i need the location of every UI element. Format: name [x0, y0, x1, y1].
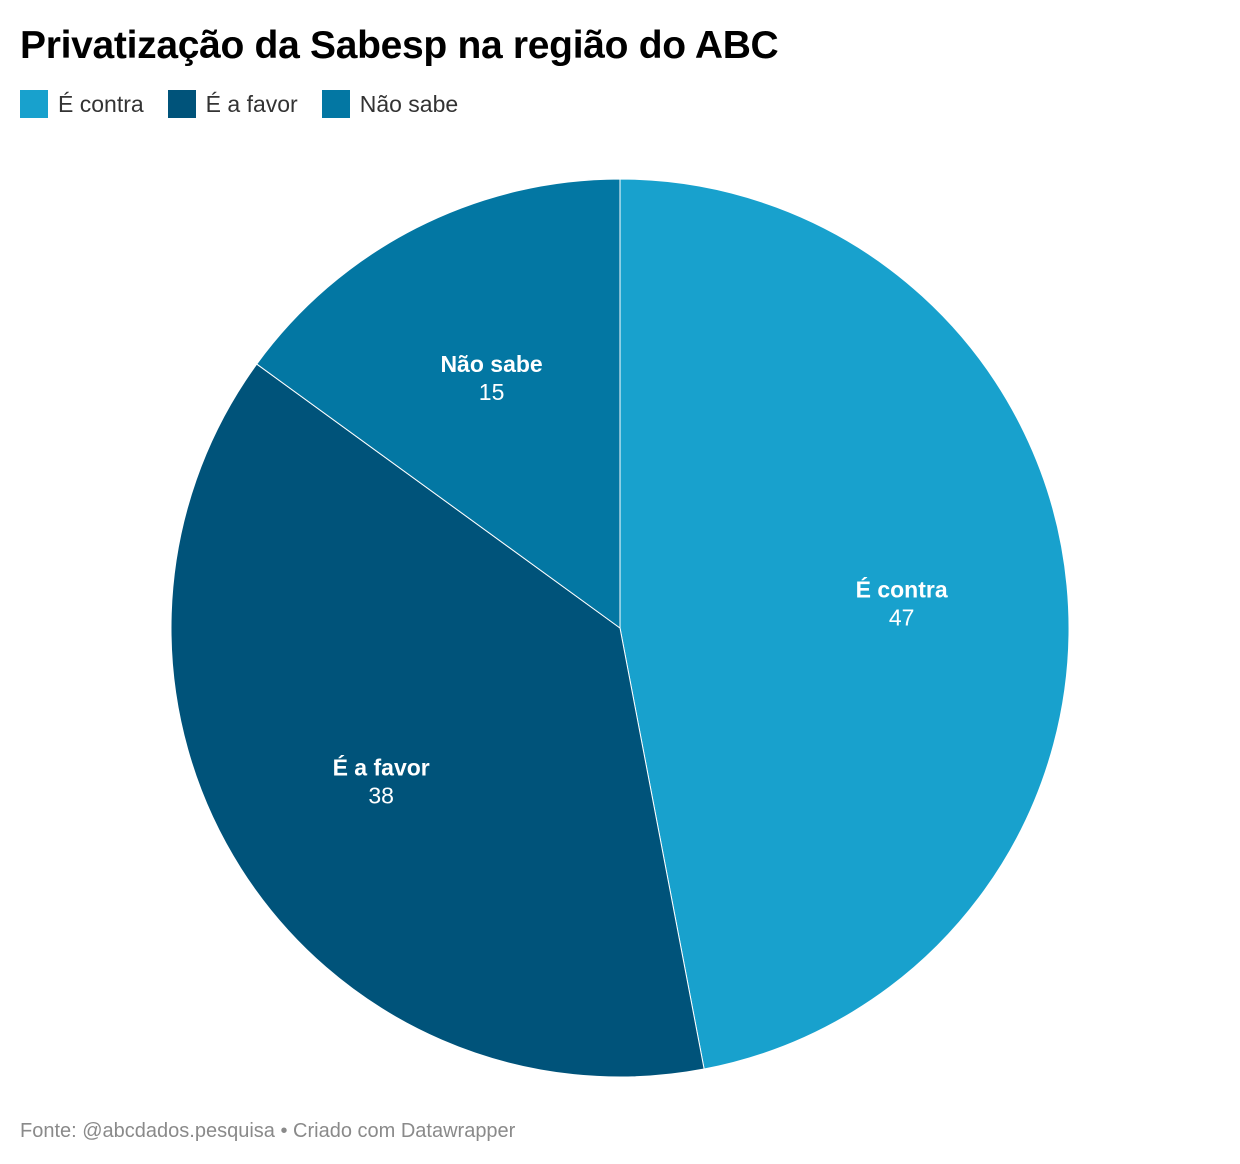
legend-item-e-a-favor: É a favor — [167, 88, 298, 120]
slice-value-e-contra: 47 — [889, 604, 915, 630]
slice-label-e-a-favor: É a favor — [333, 754, 430, 781]
legend-swatch-e-contra — [20, 90, 48, 118]
slice-value-e-a-favor: 38 — [368, 783, 394, 809]
legend-swatch-e-a-favor — [167, 90, 196, 118]
legend-swatch-nao-sabe — [321, 90, 350, 118]
legend-item-nao-sabe: Não sabe — [321, 88, 459, 120]
pie-slice-nao-sabe — [256, 178, 621, 629]
pie-slice-e-contra — [619, 178, 1070, 1070]
chart-legend: É contra É a favor Não sabe — [20, 88, 482, 120]
source-footer: Fonte: @abcdados.pesquisa • Criado com D… — [20, 1120, 516, 1142]
chart-title: Privatização da Sabesp na região do ABC — [20, 24, 779, 67]
slice-value-nao-sabe: 15 — [479, 379, 505, 405]
legend-item-e-contra: É contra — [20, 88, 144, 120]
pie-slice-e-a-favor — [170, 363, 705, 1078]
slice-label-e-contra: É contra — [856, 575, 948, 602]
legend-label-nao-sabe: Não sabe — [359, 91, 459, 117]
slice-label-nao-sabe: Não sabe — [440, 351, 542, 377]
legend-label-e-contra: É contra — [58, 91, 144, 117]
legend-label-e-a-favor: É a favor — [205, 91, 298, 117]
